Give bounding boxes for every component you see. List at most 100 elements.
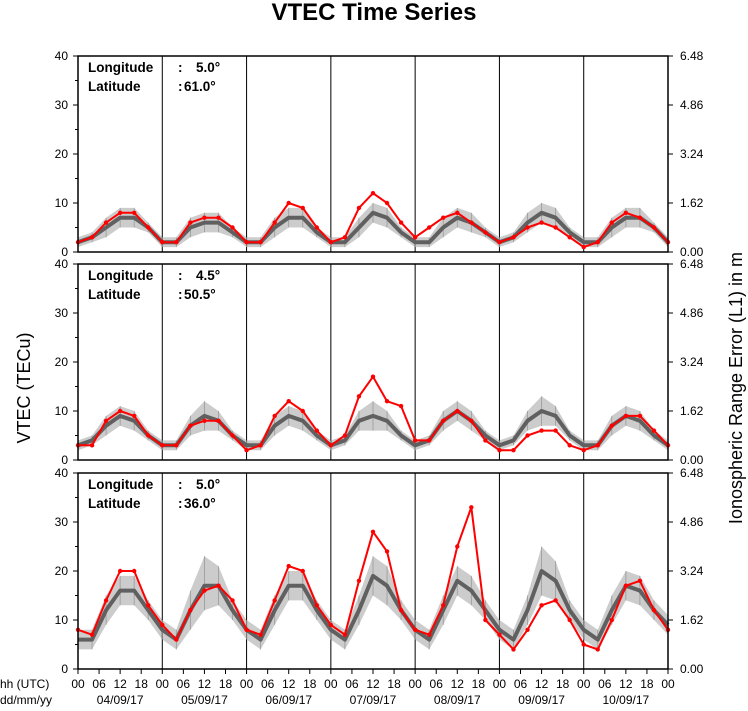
y-right-tick-label: 0.00 [680, 245, 704, 259]
y-left-tick-label: 0 [61, 453, 68, 467]
latitude-colon: : [178, 496, 183, 511]
measured-point [469, 418, 474, 423]
y-left-tick-label: 10 [55, 196, 69, 210]
measured-point [581, 642, 586, 647]
y-right-tick-label: 4.86 [680, 306, 704, 320]
panel-3: 0 10 20 30 40 0.00 1.62 3.24 4.86 6.48 Longitude:5… [55, 466, 704, 676]
longitude-label: Longitude [88, 477, 154, 492]
panel-2: 0 10 20 30 40 0.00 1.62 3.24 4.86 6.48 Longitude:4… [55, 257, 704, 467]
measured-point [553, 428, 558, 433]
measured-point [412, 438, 418, 443]
measured-point [567, 235, 572, 240]
x-tick-label: 00 [408, 677, 422, 691]
measured-point [342, 433, 348, 438]
y-right-tick-label: 4.86 [680, 515, 704, 529]
measured-point [651, 428, 657, 433]
measured-point [174, 637, 179, 642]
measured-point [216, 215, 221, 220]
y-right-tick-label: 3.24 [680, 355, 704, 369]
measured-point [525, 225, 530, 230]
x-tick-label: 18 [472, 677, 486, 691]
x-tick-label: 00 [240, 677, 254, 691]
y-right-tick-label: 1.62 [680, 613, 704, 627]
measured-point [103, 598, 109, 603]
measured-point [398, 608, 404, 613]
x-tick-label: 00 [324, 677, 338, 691]
y-left-tick-label: 10 [55, 613, 69, 627]
y-left-tick-label: 0 [61, 662, 68, 676]
x-tick-label: 12 [282, 677, 296, 691]
measured-point [216, 583, 221, 588]
measured-point [581, 448, 586, 453]
measured-point [455, 544, 460, 549]
y-right-tick-label: 3.24 [680, 564, 704, 578]
latitude-label: Latitude [88, 496, 141, 511]
y-left-tick-label: 10 [55, 404, 69, 418]
measured-point [117, 210, 123, 215]
measured-point [244, 448, 249, 453]
measured-point [483, 438, 488, 443]
x-date-label: 04/09/17 [97, 693, 144, 707]
measured-point [230, 433, 235, 438]
measured-point [637, 578, 643, 583]
measured-point [244, 240, 249, 245]
measured-point [272, 220, 277, 225]
longitude-value: 5.0° [196, 477, 220, 492]
measured-point [426, 438, 432, 443]
x-tick-label: 18 [219, 677, 233, 691]
measured-point [188, 608, 193, 613]
x-tick-label: 18 [640, 677, 654, 691]
y-right-tick-label: 0.00 [680, 453, 704, 467]
measured-point [188, 423, 193, 428]
measured-point [370, 191, 376, 196]
x-tick-label: 00 [156, 677, 170, 691]
measured-point [202, 588, 207, 593]
measured-point [314, 603, 320, 608]
y-right-tick-label: 6.48 [680, 466, 704, 480]
measured-point [202, 418, 207, 423]
measured-point [497, 448, 502, 453]
x-tick-label: 06 [177, 677, 191, 691]
measured-point [258, 240, 263, 245]
measured-point [258, 632, 263, 637]
x-tick-label: 00 [577, 677, 591, 691]
x-tick-label: 06 [598, 677, 612, 691]
latitude-colon: : [178, 287, 183, 302]
latitude-value: 50.5° [184, 287, 216, 302]
measured-point [567, 443, 572, 448]
y-right-tick-label: 0.00 [680, 662, 704, 676]
measured-point [412, 235, 418, 240]
measured-point [651, 608, 657, 613]
measured-point [89, 443, 95, 448]
measured-point [103, 418, 109, 423]
measured-point [398, 403, 404, 409]
x-tick-label: 06 [345, 677, 359, 691]
measured-point [623, 210, 629, 215]
measured-point [595, 443, 600, 448]
measured-point [272, 598, 277, 603]
measured-point [230, 598, 235, 603]
x-date-axis-title: dd/mm/yy [0, 693, 52, 707]
measured-point [455, 210, 460, 215]
x-date-label: 09/09/17 [518, 693, 565, 707]
measured-point [328, 622, 334, 628]
y-left-tick-label: 30 [55, 98, 69, 112]
measured-point [497, 632, 502, 637]
measured-point [89, 632, 95, 637]
measured-point [286, 200, 291, 206]
measured-point [146, 603, 151, 608]
measured-point [117, 408, 123, 414]
measured-point [328, 240, 334, 245]
measured-point [314, 428, 320, 433]
measured-point [146, 433, 151, 438]
y-right-axis-title: Ionospheric Range Error (L1) in m [726, 252, 746, 524]
measured-point [174, 240, 179, 245]
y-left-tick-label: 20 [55, 564, 69, 578]
x-time-axis-title: hh (UTC) [0, 677, 49, 691]
x-date-label: 05/09/17 [181, 693, 228, 707]
measured-point [370, 529, 376, 534]
longitude-value: 4.5° [196, 268, 220, 283]
y-left-tick-label: 30 [55, 515, 69, 529]
x-tick-label: 00 [71, 677, 85, 691]
measured-point [455, 408, 460, 414]
